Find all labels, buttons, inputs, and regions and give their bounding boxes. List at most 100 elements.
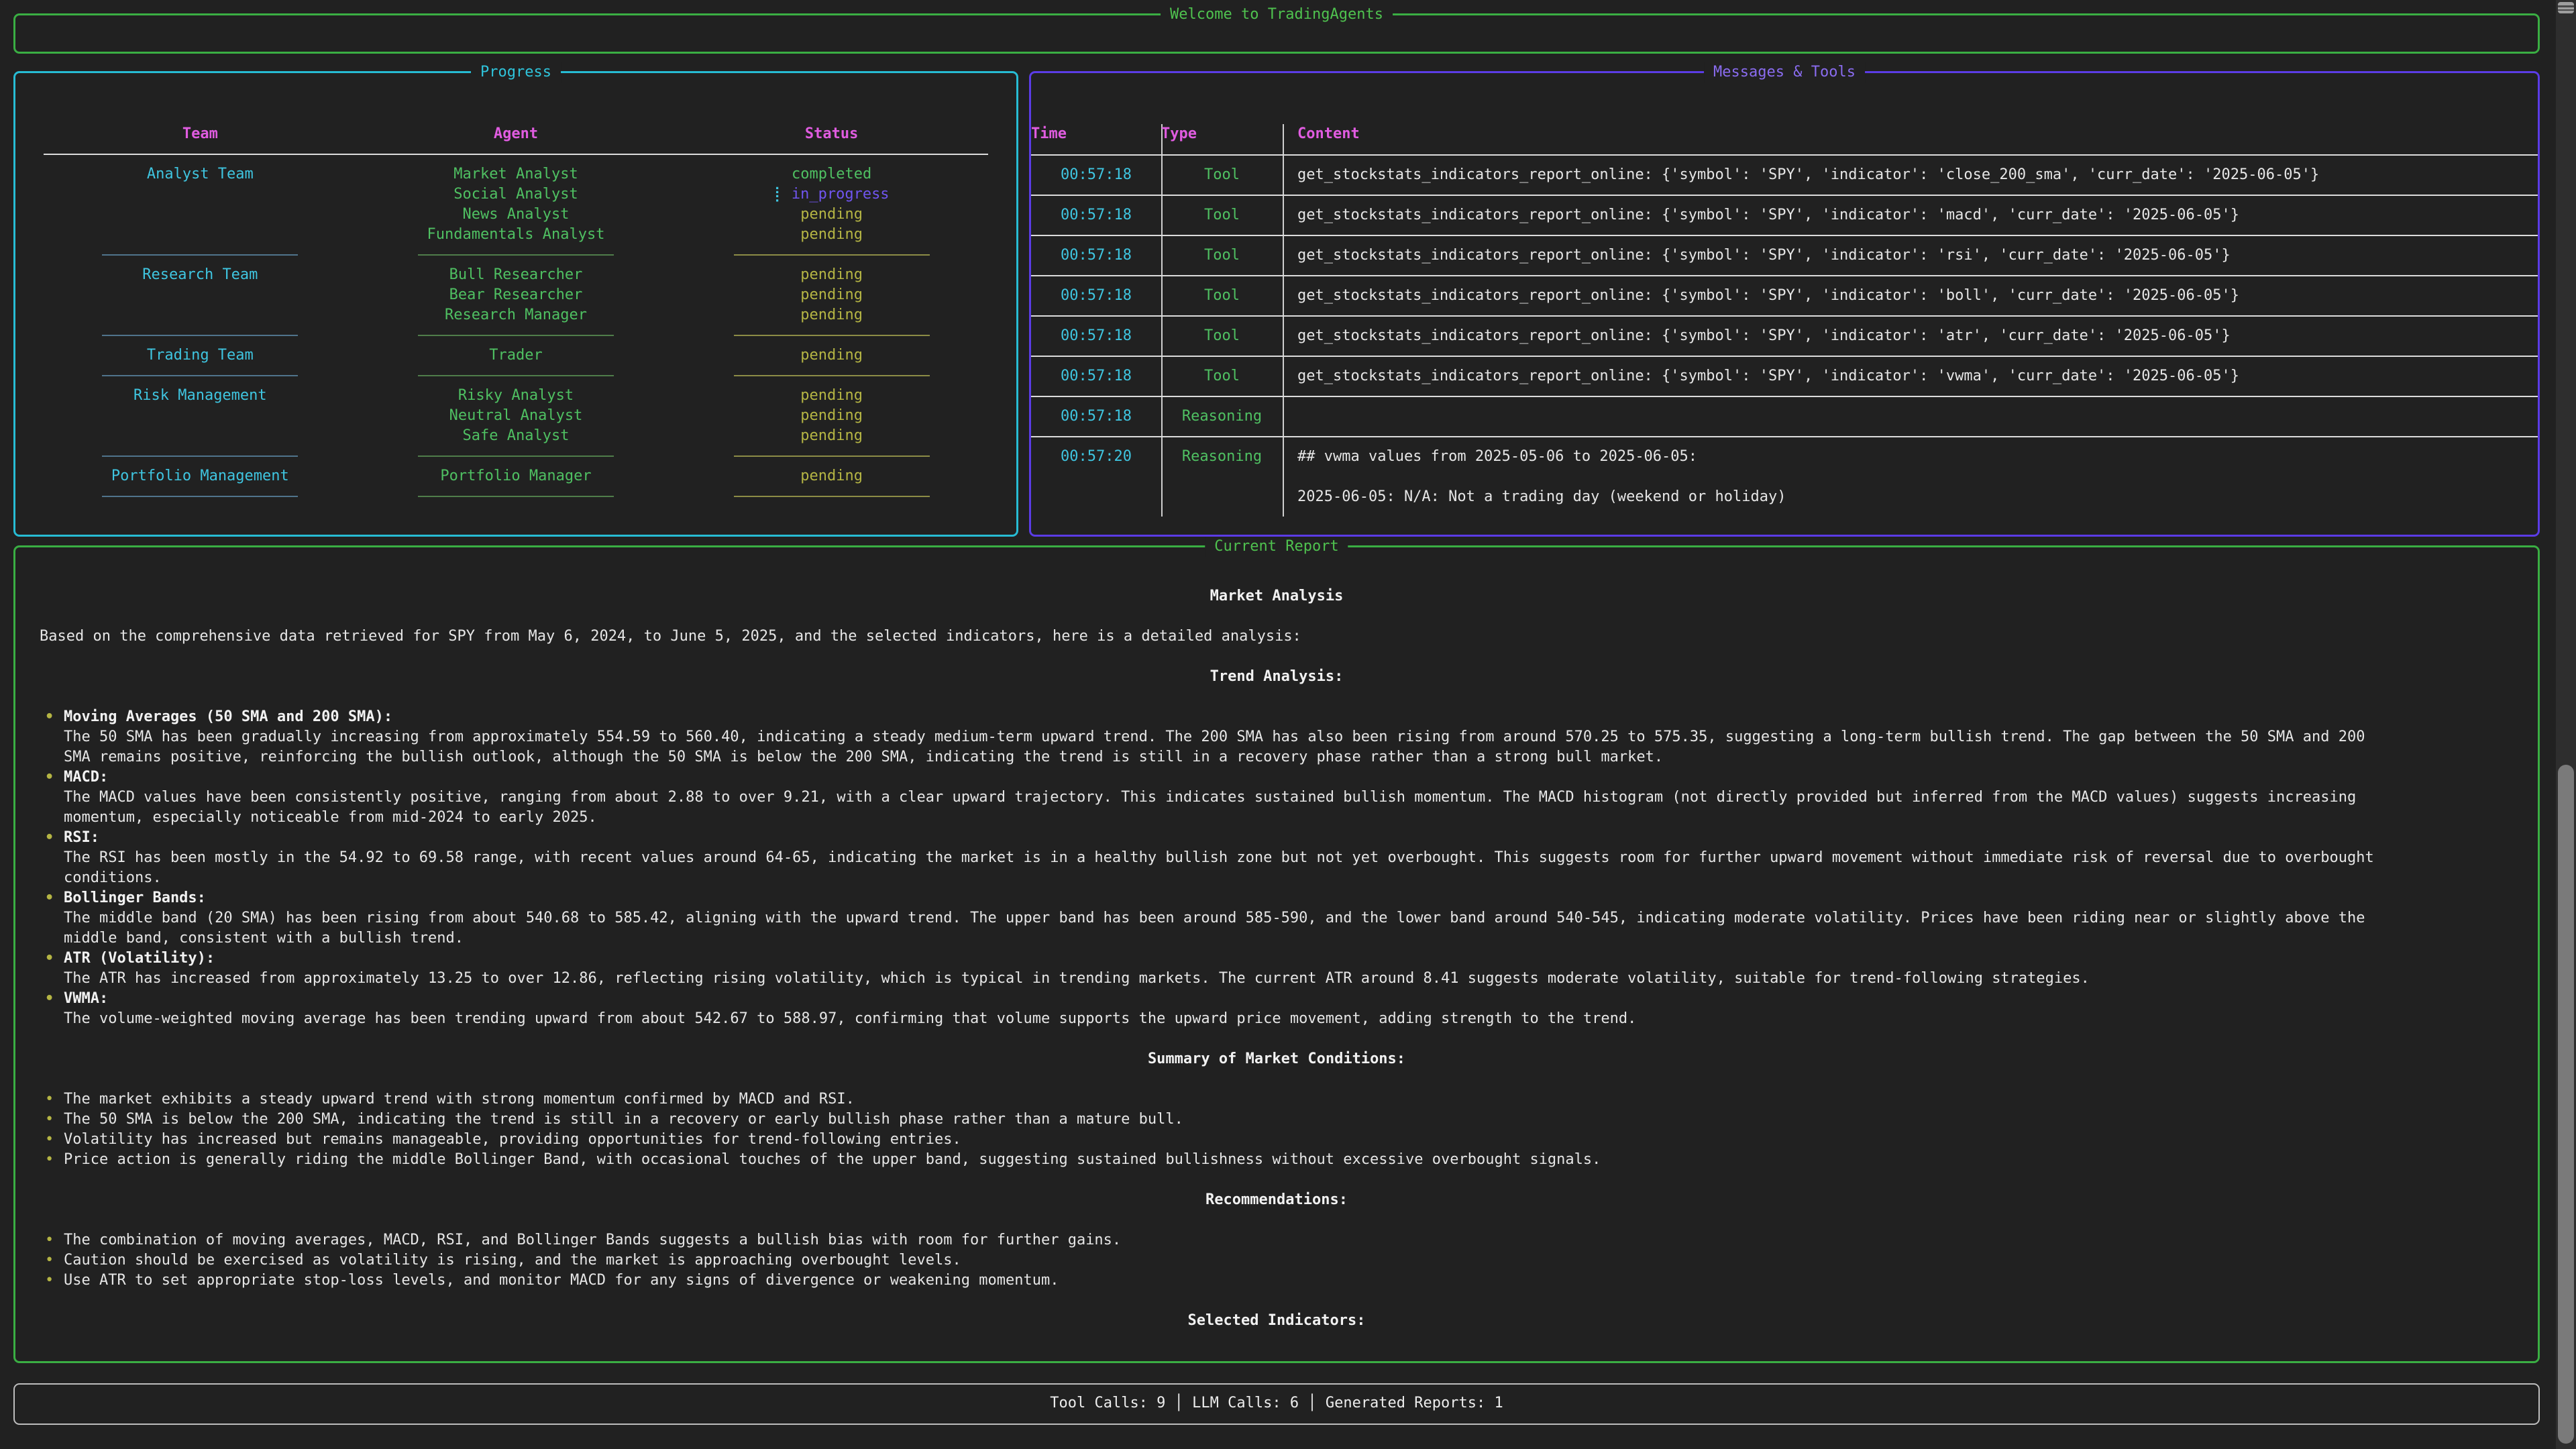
- agent-label: Trader: [489, 347, 543, 364]
- progress-header-row: Team Agent Status: [42, 124, 989, 144]
- status-label: pending: [800, 307, 863, 323]
- summary-bullet: The 50 SMA is below the 200 SMA, indicat…: [40, 1110, 2514, 1130]
- agent-label: Market Analyst: [453, 166, 578, 182]
- status-label: completed: [792, 166, 872, 182]
- indicator-title: Moving Averages (50 SMA and 200 SMA):: [40, 707, 2514, 727]
- time-cell: 00:57:20: [1061, 448, 1132, 465]
- agent-label: Bull Researcher: [449, 266, 583, 283]
- report-intro: Based on the comprehensive data retrieve…: [40, 628, 1301, 645]
- progress-row: Social Analyst ⡇ in_progress: [42, 184, 989, 205]
- indicator-title: MACD:: [40, 767, 2514, 788]
- column-divider: [1283, 124, 1284, 517]
- type-cell: Tool: [1204, 287, 1240, 304]
- message-row: 00:57:18 Tool get_stockstats_indicators_…: [1031, 195, 2538, 235]
- column-header-type: Type: [1161, 125, 1197, 142]
- type-cell: Tool: [1204, 368, 1240, 384]
- indicator-title: RSI:: [40, 828, 2514, 848]
- progress-row: Fundamentals Analyst pending: [42, 225, 989, 245]
- time-cell: 00:57:18: [1061, 368, 1132, 384]
- header-separator: [42, 144, 989, 164]
- time-cell: 00:57:18: [1061, 247, 1132, 264]
- indicator-body: The volume-weighted moving average has b…: [64, 1010, 1637, 1027]
- recommendation-bullet: The combination of moving averages, MACD…: [40, 1230, 2514, 1250]
- team-label: Research Team: [142, 266, 258, 283]
- progress-row: Research Manager pending: [42, 305, 989, 325]
- agent-label: Bear Researcher: [449, 286, 583, 303]
- stats-text: Tool Calls: 9 │ LLM Calls: 6 │ Generated…: [1050, 1395, 1503, 1411]
- summary-bullet: Price action is generally riding the mid…: [40, 1150, 2514, 1170]
- trend-heading: Trend Analysis:: [1210, 668, 1344, 685]
- time-cell: 00:57:18: [1061, 287, 1132, 304]
- progress-title: Progress: [471, 62, 561, 83]
- status-label: pending: [800, 226, 863, 243]
- progress-panel: Progress Team Agent Status Analyst Team …: [13, 62, 1018, 537]
- column-header-agent: Agent: [493, 125, 539, 142]
- scrollbar[interactable]: [2556, 0, 2576, 1449]
- welcome-panel: Welcome to TradingAgents: [13, 5, 2540, 54]
- progress-table: Team Agent Status Analyst Team Market An…: [15, 73, 1016, 506]
- content-cell: get_stockstats_indicators_report_online:…: [1297, 247, 2231, 264]
- recommendation-bullet: Use ATR to set appropriate stop-loss lev…: [40, 1271, 2514, 1291]
- report-heading: Market Analysis: [1210, 588, 1344, 604]
- message-row: 00:57:18 Tool get_stockstats_indicators_…: [1031, 154, 2538, 195]
- status-label: pending: [800, 407, 863, 424]
- status-label: pending: [800, 427, 863, 444]
- content-cell: get_stockstats_indicators_report_online:…: [1297, 166, 2320, 183]
- indicator-body: The middle band (20 SMA) has been rising…: [64, 910, 2365, 947]
- recommendation-bullet: Caution should be exercised as volatilit…: [40, 1250, 2514, 1271]
- type-cell: Reasoning: [1181, 408, 1263, 425]
- indicator-body: The RSI has been mostly in the 54.92 to …: [64, 849, 2374, 886]
- recommendations-heading: Recommendations:: [1205, 1191, 1348, 1208]
- progress-row: Portfolio Management Portfolio Manager p…: [42, 466, 989, 486]
- time-cell: 00:57:18: [1061, 327, 1132, 344]
- summary-heading: Summary of Market Conditions:: [1147, 1051, 1406, 1067]
- content-cell: get_stockstats_indicators_report_online:…: [1297, 368, 2239, 384]
- agent-label: Portfolio Manager: [440, 468, 592, 484]
- indicator-title: Bollinger Bands:: [40, 888, 2514, 908]
- type-cell: Reasoning: [1181, 448, 1263, 465]
- indicator-body: The 50 SMA has been gradually increasing…: [64, 729, 2365, 765]
- group-separator: [42, 325, 989, 345]
- agent-label: Social Analyst: [453, 186, 578, 203]
- status-label: pending: [800, 347, 863, 364]
- progress-row: Analyst Team Market Analyst completed: [42, 164, 989, 184]
- agent-label: Research Manager: [445, 307, 587, 323]
- agent-label: Risky Analyst: [458, 387, 574, 404]
- type-cell: Tool: [1204, 327, 1240, 344]
- time-cell: 00:57:18: [1061, 166, 1132, 183]
- content-cell: [1283, 397, 2538, 436]
- scrollbar-top-button[interactable]: [2558, 2, 2574, 13]
- time-cell: 00:57:18: [1061, 408, 1132, 425]
- team-label: Portfolio Management: [111, 468, 289, 484]
- agent-label: News Analyst: [462, 206, 570, 223]
- content-cell: get_stockstats_indicators_report_online:…: [1297, 287, 2239, 304]
- welcome-title: Welcome to TradingAgents: [1161, 5, 1393, 25]
- selected-indicators-heading: Selected Indicators:: [1187, 1312, 1366, 1329]
- message-row: 00:57:18 Tool get_stockstats_indicators_…: [1031, 315, 2538, 356]
- status-label: ⡇ in_progress: [773, 186, 890, 203]
- spinner-icon: ⡇: [773, 186, 785, 203]
- group-separator: [42, 446, 989, 466]
- progress-row: Safe Analyst pending: [42, 426, 989, 446]
- column-header-team: Team: [182, 125, 218, 142]
- group-separator: [42, 486, 989, 506]
- agent-label: Safe Analyst: [462, 427, 570, 444]
- team-label: Analyst Team: [146, 166, 254, 182]
- message-row: 00:57:18 Reasoning: [1031, 396, 2538, 436]
- type-cell: Tool: [1204, 207, 1240, 223]
- time-cell: 00:57:18: [1061, 207, 1132, 223]
- message-row: 00:57:18 Tool get_stockstats_indicators_…: [1031, 356, 2538, 396]
- team-label: Risk Management: [133, 387, 267, 404]
- scrollbar-thumb[interactable]: [2558, 765, 2574, 1444]
- column-header-time: Time: [1031, 125, 1067, 142]
- indicator-body: The MACD values have been consistently p…: [64, 789, 2357, 826]
- status-label: pending: [800, 387, 863, 404]
- summary-bullet: Volatility has increased but remains man…: [40, 1130, 2514, 1150]
- progress-row: Neutral Analyst pending: [42, 406, 989, 426]
- group-separator: [42, 366, 989, 386]
- message-row: 00:57:18 Tool get_stockstats_indicators_…: [1031, 235, 2538, 275]
- progress-row: Research Team Bull Researcher pending: [42, 265, 989, 285]
- message-row: 00:57:18 Tool get_stockstats_indicators_…: [1031, 275, 2538, 315]
- indicator-body: The ATR has increased from approximately…: [64, 970, 2090, 987]
- progress-row: Risk Management Risky Analyst pending: [42, 386, 989, 406]
